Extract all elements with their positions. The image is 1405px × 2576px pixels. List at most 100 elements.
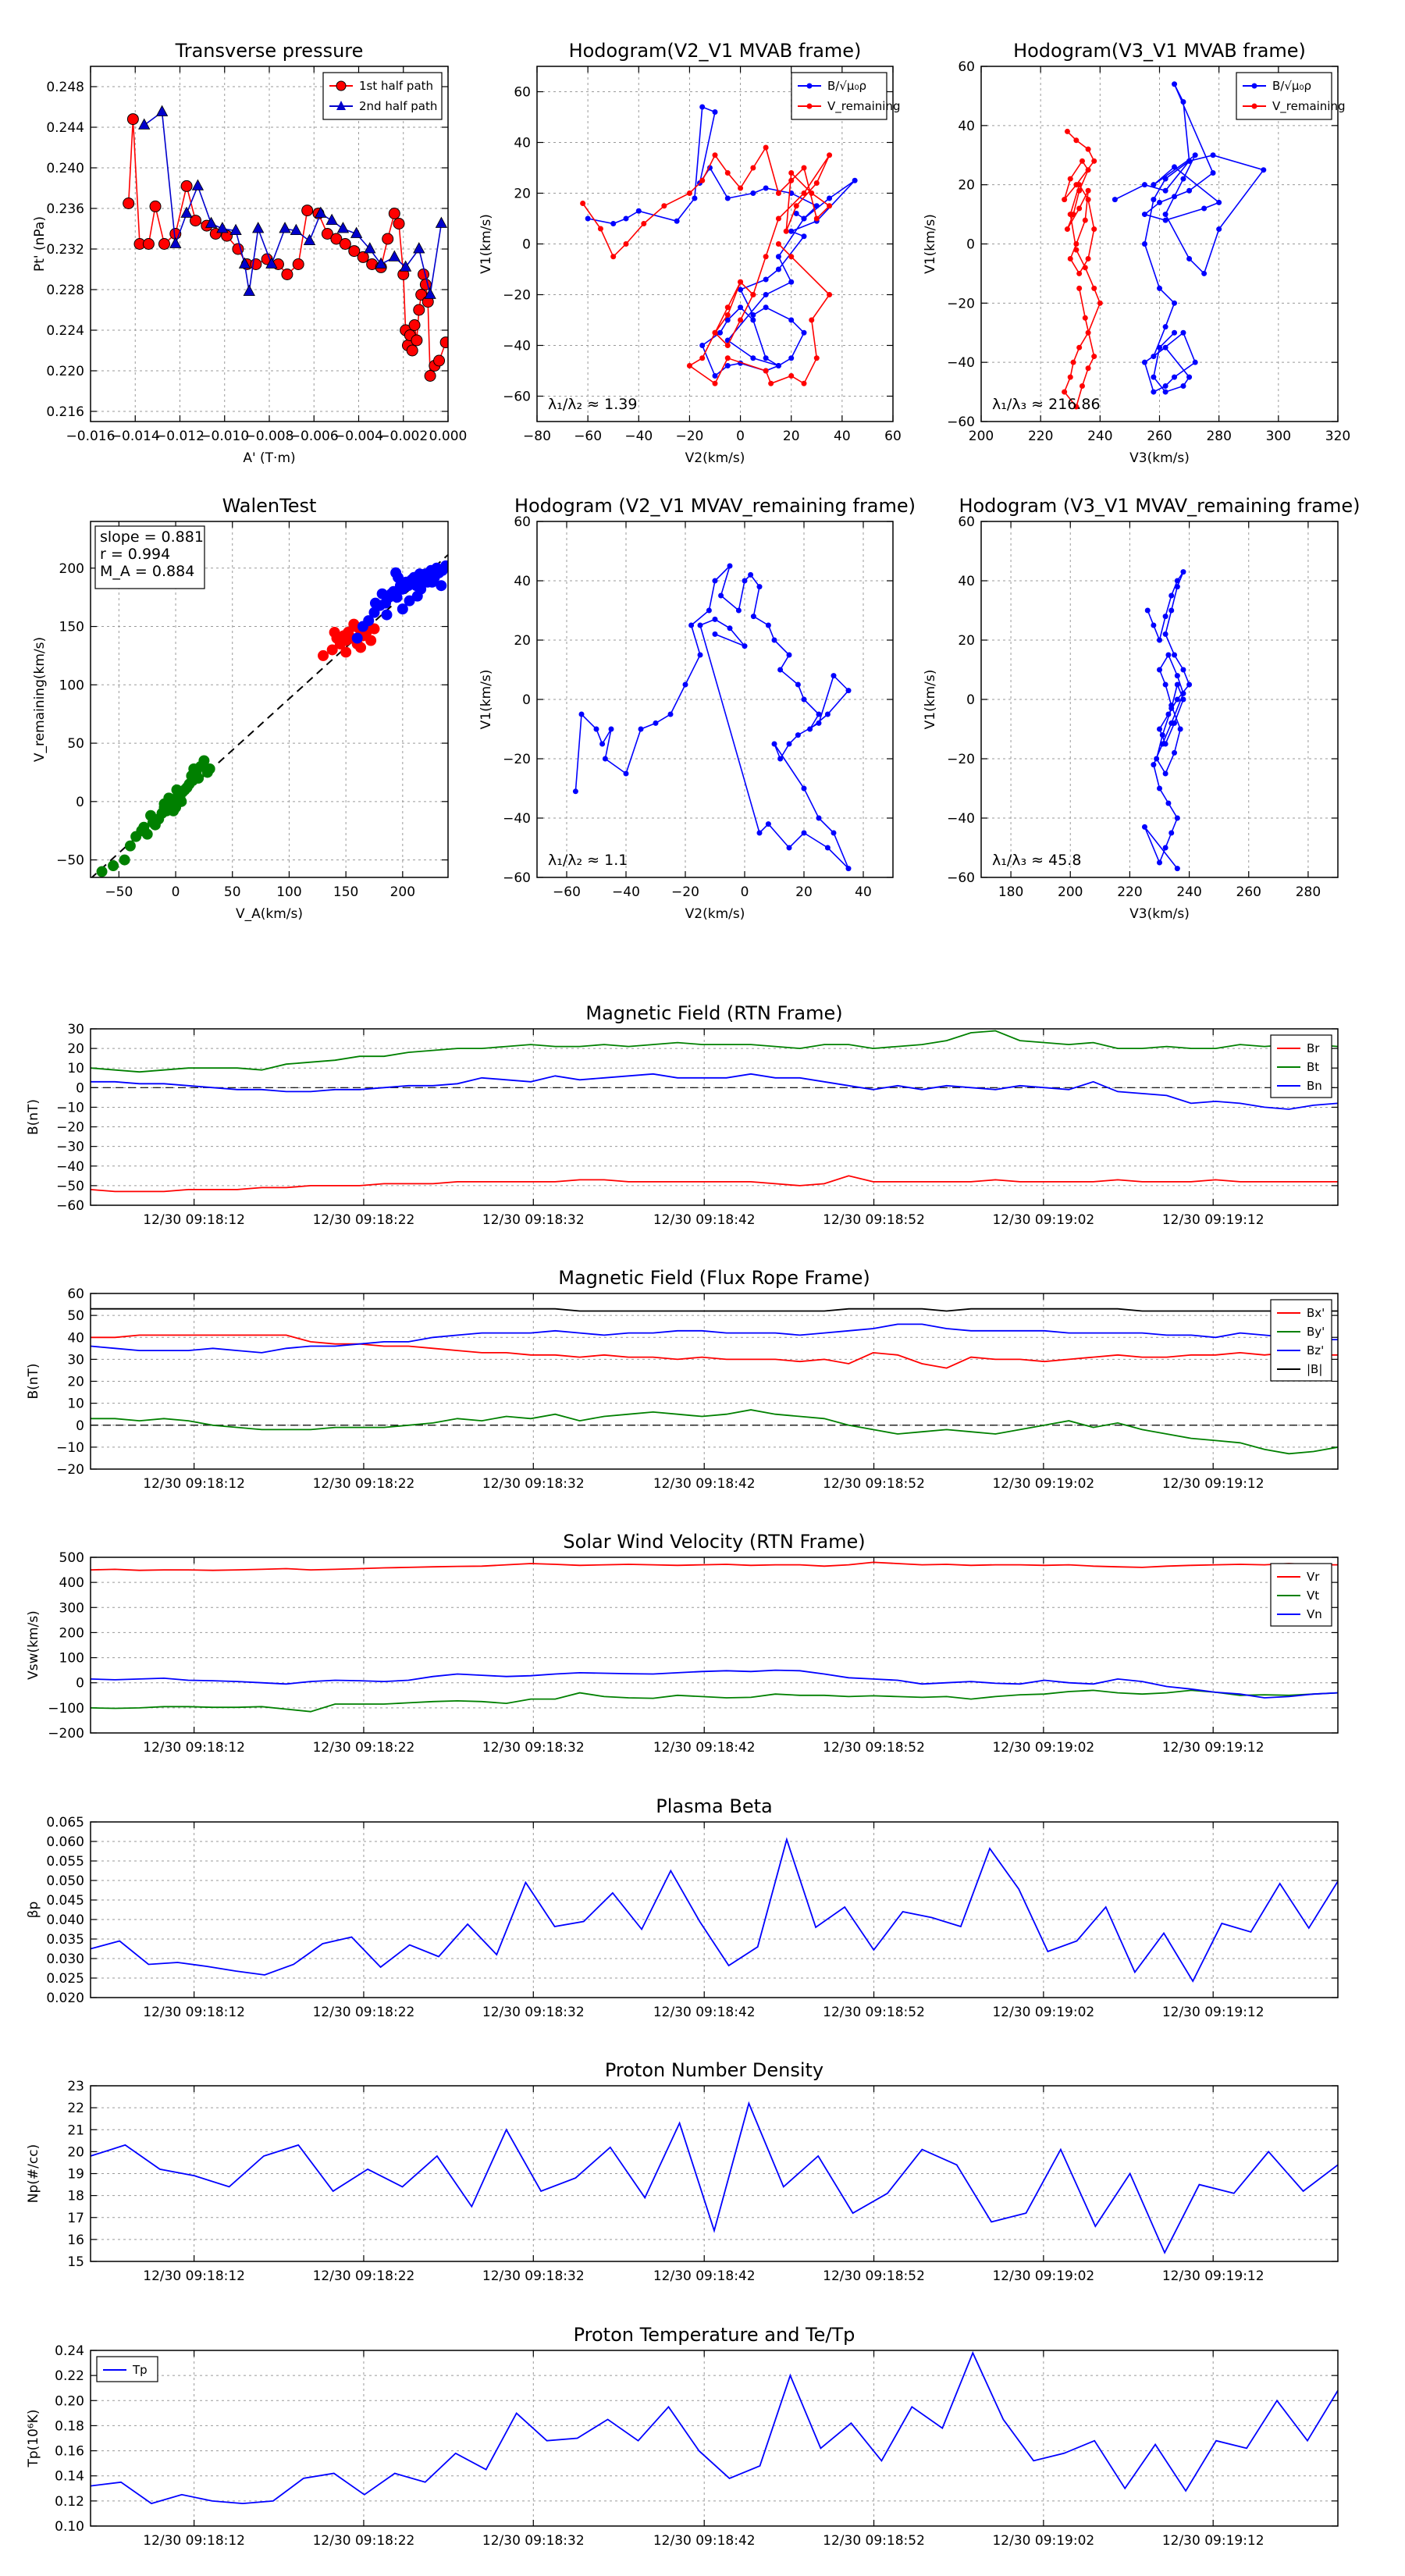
data-point bbox=[1162, 344, 1168, 350]
y-tick-label: 0.035 bbox=[46, 1932, 84, 1948]
x-axis-label: V3(km/s) bbox=[1129, 906, 1190, 922]
chart-title: Hodogram (V2_V1 MVAV_remaining frame) bbox=[514, 495, 916, 517]
data-point bbox=[788, 373, 795, 379]
data-point bbox=[775, 241, 781, 247]
data-point bbox=[1091, 158, 1097, 164]
chart-title: Proton Temperature and Te/Tp bbox=[574, 2324, 855, 2346]
plot-area bbox=[91, 1557, 1338, 1733]
y-tick-label: 500 bbox=[59, 1550, 84, 1566]
chart-title: Hodogram(V2_V1 MVAB frame) bbox=[569, 40, 862, 62]
panel-p2: −80 −60 −40 −20 0 20 40 60 −60 −40 −20 0 20 40 60 Hodog… bbox=[478, 40, 902, 466]
data-point bbox=[801, 830, 807, 836]
data-point bbox=[801, 165, 807, 171]
x-tick-label: −60 bbox=[553, 884, 581, 900]
y-tick-label: 0.040 bbox=[46, 1912, 84, 1928]
y-tick-label: −60 bbox=[947, 870, 975, 886]
data-point bbox=[718, 592, 724, 599]
y-tick-label: 0 bbox=[76, 1080, 84, 1096]
data-point bbox=[697, 652, 703, 658]
x-tick-label: −0.004 bbox=[334, 429, 383, 444]
data-point bbox=[697, 622, 703, 628]
y-tick-label: 0 bbox=[966, 237, 975, 253]
data-point bbox=[1186, 255, 1193, 262]
data-point bbox=[1157, 859, 1162, 866]
panel-ts4: 12/30 09:18:12 12/30 09:18:22 12/30 09:18:… bbox=[26, 1795, 1339, 2020]
x-tick-label: 50 bbox=[224, 884, 241, 900]
data-point bbox=[1157, 726, 1162, 732]
x-tick-label: −0.002 bbox=[379, 429, 428, 444]
x-tick-label: 12/30 09:19:02 bbox=[992, 2005, 1094, 2020]
y-tick-label: −40 bbox=[503, 339, 531, 354]
plot-area bbox=[981, 521, 1338, 877]
y-tick-label: 21 bbox=[67, 2122, 84, 2138]
y-tick-label: 0.030 bbox=[46, 1952, 84, 1967]
data-point bbox=[786, 845, 792, 851]
data-point bbox=[1067, 176, 1073, 182]
data-point bbox=[738, 286, 744, 293]
data-point bbox=[1186, 187, 1193, 194]
data-point bbox=[750, 165, 756, 171]
y-axis-label: V1(km/s) bbox=[923, 670, 938, 730]
series-by--line bbox=[91, 1409, 1338, 1455]
data-point bbox=[365, 635, 377, 646]
data-point bbox=[1151, 197, 1157, 203]
y-tick-label: 0.065 bbox=[46, 1815, 84, 1831]
x-tick-label: −60 bbox=[574, 429, 602, 444]
data-point bbox=[1079, 158, 1085, 164]
data-point bbox=[608, 726, 614, 732]
y-axis-label: B(nT) bbox=[26, 1099, 41, 1135]
y-tick-label: 0.045 bbox=[46, 1893, 84, 1909]
data-point bbox=[572, 788, 578, 795]
data-point bbox=[788, 177, 795, 183]
data-layer bbox=[91, 1561, 1338, 1713]
panel-p6: 180 200 220 240 260 280 −60 −40 −20 0 20 40 60Hodogr… bbox=[923, 495, 1361, 922]
axes-frame bbox=[536, 66, 894, 422]
data-point bbox=[329, 627, 340, 639]
y-tick-label: 0 bbox=[76, 1418, 84, 1434]
data-point bbox=[1162, 176, 1168, 182]
data-point bbox=[712, 152, 718, 158]
y-tick-label: 20 bbox=[958, 178, 975, 194]
data-point bbox=[602, 756, 608, 762]
data-point bbox=[699, 104, 706, 110]
data-point bbox=[793, 203, 799, 209]
x-tick-label: 200 bbox=[1058, 884, 1083, 900]
data-point bbox=[190, 215, 202, 227]
panel-p4: −50 0 50 100 150 200 −50 0 50 100 150 200 WalenTest V… bbox=[32, 495, 449, 922]
data-point bbox=[742, 578, 748, 584]
x-tick-label: 12/30 09:18:32 bbox=[482, 2268, 585, 2284]
data-point bbox=[229, 223, 242, 236]
plot-area bbox=[91, 2350, 1338, 2526]
y-tick-label: 10 bbox=[67, 1397, 84, 1412]
data-point bbox=[771, 741, 777, 747]
data-point bbox=[682, 681, 688, 688]
data-point bbox=[1180, 329, 1186, 336]
y-tick-label: 0.12 bbox=[55, 2494, 84, 2510]
data-point bbox=[653, 720, 659, 726]
data-point bbox=[1141, 824, 1147, 830]
data-point bbox=[738, 317, 744, 323]
data-point bbox=[1151, 182, 1157, 188]
data-point bbox=[318, 649, 329, 661]
data-point bbox=[279, 222, 291, 233]
data-point bbox=[742, 643, 748, 649]
data-point bbox=[1261, 167, 1267, 173]
data-point bbox=[801, 215, 807, 222]
data-point bbox=[397, 603, 408, 615]
series-blue-line bbox=[574, 565, 850, 870]
data-point bbox=[1076, 205, 1083, 212]
y-tick-label: −60 bbox=[56, 1198, 84, 1214]
x-tick-label: 12/30 09:18:42 bbox=[653, 1476, 756, 1492]
data-point bbox=[724, 355, 731, 361]
legend: 1st half path 2nd half path bbox=[322, 72, 443, 120]
data-point bbox=[1210, 170, 1216, 176]
data-point bbox=[827, 292, 833, 297]
data-point bbox=[411, 590, 423, 602]
y-tick-label: 0.248 bbox=[46, 80, 84, 95]
series-bn-line bbox=[91, 1073, 1338, 1110]
legend-label: By' bbox=[1307, 1325, 1325, 1339]
data-point bbox=[750, 614, 756, 620]
data-point bbox=[1162, 770, 1168, 777]
data-point bbox=[1085, 365, 1091, 372]
